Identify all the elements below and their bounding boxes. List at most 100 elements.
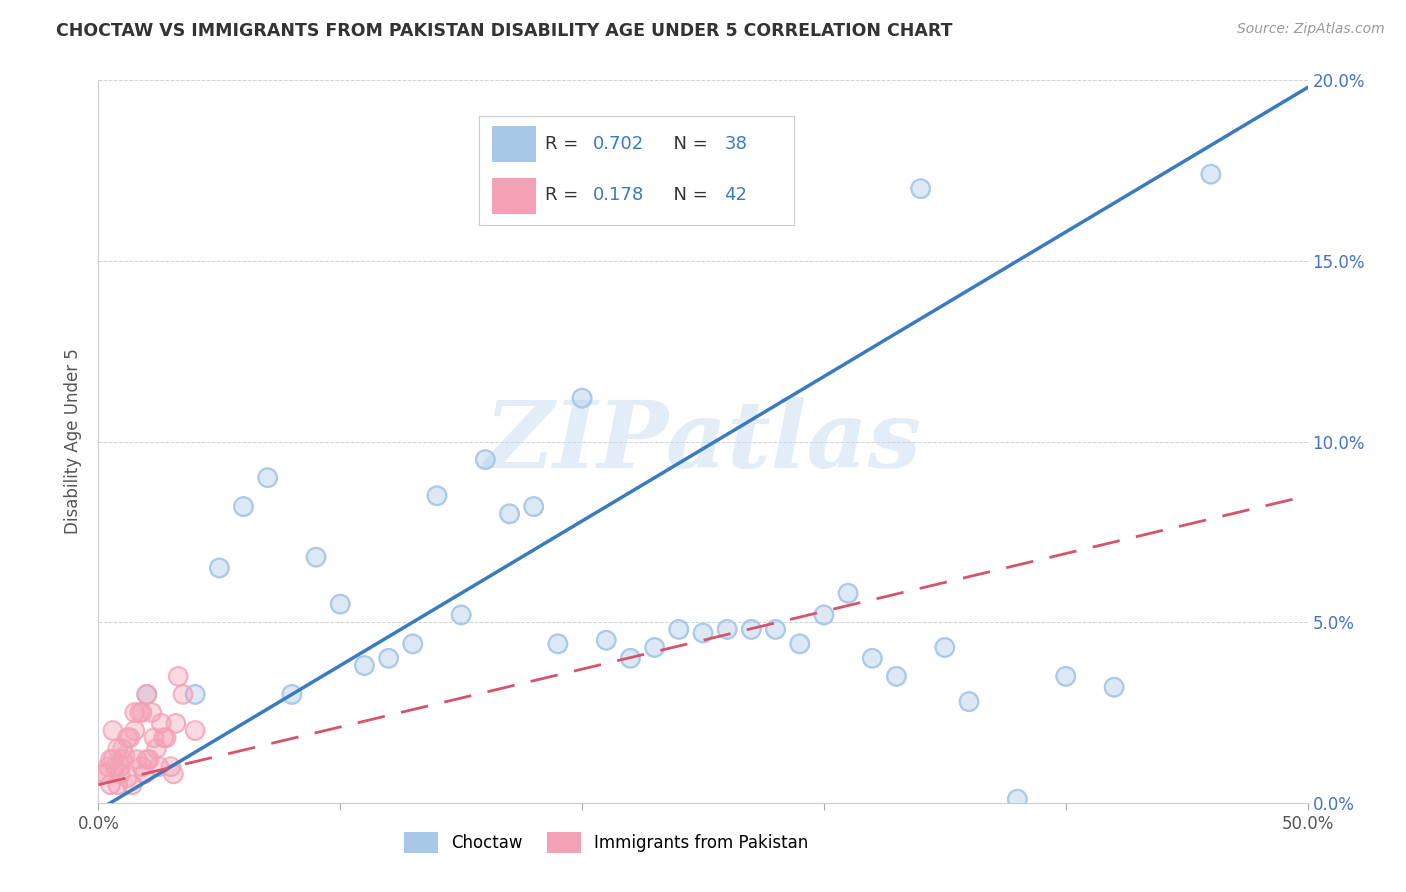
Point	[108, 767, 131, 781]
Point	[1007, 792, 1029, 806]
Point	[934, 640, 956, 655]
Point	[117, 771, 139, 785]
Point	[886, 669, 908, 683]
Point	[547, 637, 569, 651]
Point	[135, 687, 157, 701]
Point	[117, 771, 139, 785]
Point	[426, 489, 449, 503]
Point	[256, 471, 278, 485]
Point	[281, 687, 304, 701]
Point	[281, 687, 304, 701]
Point	[450, 607, 472, 622]
Point	[595, 633, 617, 648]
Point	[94, 767, 117, 781]
Point	[571, 391, 593, 405]
Point	[232, 500, 254, 514]
Point	[128, 706, 150, 720]
Point	[765, 623, 787, 637]
Point	[716, 623, 738, 637]
Point	[716, 623, 738, 637]
Point	[138, 752, 160, 766]
Point	[619, 651, 641, 665]
Point	[256, 471, 278, 485]
Point	[692, 626, 714, 640]
Point	[143, 731, 166, 745]
Point	[124, 723, 146, 738]
Point	[1102, 680, 1125, 694]
Point	[141, 706, 163, 720]
Point	[498, 507, 520, 521]
Point	[104, 760, 127, 774]
Point	[131, 760, 153, 774]
Point	[134, 767, 156, 781]
Point	[97, 760, 120, 774]
Point	[101, 752, 124, 766]
Point	[100, 778, 122, 792]
Point	[124, 706, 146, 720]
Point	[934, 640, 956, 655]
Point	[619, 651, 641, 665]
Point	[111, 741, 134, 756]
Point	[402, 637, 425, 651]
Point	[837, 586, 859, 600]
Point	[789, 637, 811, 651]
Point	[377, 651, 399, 665]
Point	[1007, 792, 1029, 806]
Point	[184, 687, 207, 701]
Point	[957, 695, 980, 709]
Point	[740, 623, 762, 637]
Point	[134, 767, 156, 781]
Point	[595, 633, 617, 648]
Point	[644, 640, 666, 655]
Point	[143, 731, 166, 745]
Point	[101, 723, 124, 738]
Point	[107, 778, 129, 792]
Point	[162, 767, 184, 781]
Y-axis label: Disability Age Under 5: Disability Age Under 5	[65, 349, 83, 534]
Point	[184, 723, 207, 738]
Point	[131, 706, 153, 720]
Point	[377, 651, 399, 665]
Point	[118, 731, 141, 745]
Point	[474, 452, 496, 467]
Point	[910, 182, 932, 196]
Point	[353, 658, 375, 673]
Point	[305, 550, 328, 565]
Point	[128, 706, 150, 720]
Point	[957, 695, 980, 709]
Point	[208, 561, 231, 575]
Point	[131, 760, 153, 774]
Point	[547, 637, 569, 651]
Point	[860, 651, 883, 665]
Point	[474, 452, 496, 467]
Point	[1199, 167, 1222, 181]
Point	[127, 752, 149, 766]
Point	[329, 597, 352, 611]
Point	[138, 752, 160, 766]
Point	[523, 500, 546, 514]
Point	[886, 669, 908, 683]
Point	[329, 597, 352, 611]
Point	[111, 752, 134, 766]
Point	[305, 550, 328, 565]
Point	[353, 658, 375, 673]
Point	[127, 752, 149, 766]
Point	[910, 182, 932, 196]
Text: CHOCTAW VS IMMIGRANTS FROM PAKISTAN DISABILITY AGE UNDER 5 CORRELATION CHART: CHOCTAW VS IMMIGRANTS FROM PAKISTAN DISA…	[56, 22, 953, 40]
Point	[619, 651, 641, 665]
Point	[117, 731, 139, 745]
Point	[789, 637, 811, 651]
Point	[1102, 680, 1125, 694]
Point	[135, 752, 157, 766]
Point	[172, 687, 194, 701]
Point	[114, 748, 136, 763]
Point	[101, 723, 124, 738]
Point	[1199, 167, 1222, 181]
Point	[281, 687, 304, 701]
Point	[1054, 669, 1077, 683]
Point	[135, 752, 157, 766]
Point	[117, 731, 139, 745]
Point	[150, 716, 173, 731]
Point	[104, 760, 127, 774]
Point	[148, 760, 170, 774]
